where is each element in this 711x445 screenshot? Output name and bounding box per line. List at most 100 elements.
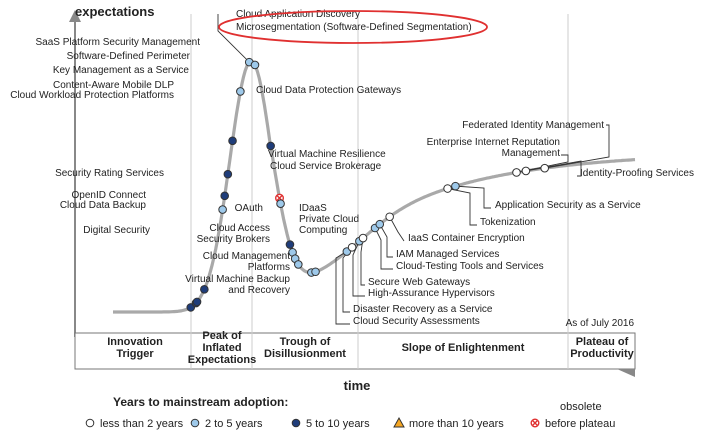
marker-circle (358, 233, 368, 243)
marker-circle (276, 199, 285, 209)
label-content-aware-mobile-dlp: Content-Aware Mobile DLP (53, 80, 174, 91)
point-saas-platform-security-management (236, 87, 245, 96)
label-line: and Recovery (228, 285, 290, 296)
phase-line: Plateau of (576, 336, 629, 348)
label-virtual-machine-backup-and-recovery: Virtual Machine Backup and Recovery (185, 274, 290, 296)
label-virtual-machine-resilience: Virtual Machine Resilience (268, 149, 386, 160)
point-software-defined-perimeter (228, 136, 237, 146)
legend-marker-gt10 (393, 416, 405, 428)
legend-item-gt10: more than 10 years (393, 416, 504, 430)
label-microsegmentation-software-defined-segmentation: Microsegmentation (Software-Defined Segm… (236, 22, 472, 33)
label-tokenization: Tokenization (480, 217, 536, 228)
as-of-date: As of July 2016 (566, 318, 635, 329)
point-key-management-as-a-service (223, 169, 233, 179)
y-axis-arrow (69, 10, 81, 22)
phase-slope-of-enlightenment: Slope of Enlightenment (402, 342, 525, 354)
leader-cloud-application-discovery (217, 14, 250, 63)
leader-application-security-as-a-service (455, 185, 491, 209)
marker-cross (532, 420, 538, 426)
label-application-security-as-a-service: Application Security as a Service (495, 200, 641, 211)
marker-circle (540, 163, 549, 173)
phase-line: Trough of (280, 336, 331, 348)
phase-line: Slope of Enlightenment (402, 342, 525, 354)
point-federated-identity-management (540, 163, 549, 173)
legend-label: obsolete (560, 401, 602, 413)
label-enterprise-internet-reputation-management: Enterprise Internet Reputation Management (427, 137, 561, 159)
marker-circle (190, 418, 200, 428)
phase-line: Peak of (202, 330, 241, 342)
x-axis-title: time (344, 378, 371, 393)
leader-identity-proofing-services (525, 160, 582, 177)
leader-disaster-recovery-as-a-service (342, 246, 353, 313)
marker-circle (451, 181, 460, 191)
label-cloud-service-brokerage: Cloud Service Brokerage (270, 161, 382, 172)
marker-circle (375, 219, 385, 229)
leader-federated-identity-management (544, 124, 610, 169)
phase-peak-of-inflated-expectations: Peak of Inflated Expectations (188, 330, 256, 366)
leader-iam-managed-services (379, 224, 393, 258)
point-secure-web-gateways (358, 233, 368, 243)
label-oauth: OAuth (235, 203, 263, 214)
marker-circle (266, 141, 275, 151)
point-iam-managed-services (375, 219, 385, 229)
phase-line: Productivity (570, 348, 634, 360)
marker-circle (220, 191, 230, 201)
point-cloud-access-security-brokers (294, 260, 303, 269)
marker-circle (236, 87, 245, 96)
leader-cloud-security-assessments (335, 251, 350, 325)
phase-line: Trigger (116, 348, 154, 360)
legend-title: Years to mainstream adoption: (113, 395, 288, 409)
legend-label: before plateau (545, 418, 615, 430)
phase-line: Expectations (188, 354, 256, 366)
legend-marker-2to5 (190, 418, 200, 428)
label-iaas-container-encryption: IaaS Container Encryption (408, 233, 525, 244)
marker-circle (250, 60, 260, 70)
label-line: Cloud Management (203, 251, 290, 262)
label-federated-identity-management: Federated Identity Management (462, 120, 604, 131)
label-key-management-as-a-service: Key Management as a Service (53, 65, 190, 76)
point-oauth (285, 240, 295, 249)
marker-triangle (393, 416, 405, 428)
marker-circle (443, 184, 452, 193)
label-line: Private Cloud (299, 214, 359, 225)
point-application-security-as-a-service (451, 181, 460, 191)
point-virtual-machine-backup-and-recovery (311, 267, 320, 277)
phase-line: Disillusionment (264, 348, 346, 360)
phase-line: Innovation (107, 336, 163, 348)
marker-circle (228, 136, 237, 146)
label-cloud-data-backup: Cloud Data Backup (60, 200, 147, 211)
point-identity-proofing-services (521, 166, 531, 176)
legend-label: less than 2 years (100, 418, 184, 430)
marker-circle (385, 212, 394, 222)
legend-item-5to10: 5 to 10 years (291, 418, 370, 430)
label-cloud-management-platforms: Cloud Management Platforms (203, 251, 290, 273)
point-cloud-service-brokerage (276, 199, 285, 209)
legend-marker-lt2 (85, 418, 95, 428)
label-cloud-workload-protection-platforms: Cloud Workload Protection Platforms (10, 90, 174, 101)
label-cloud-data-protection-gateways: Cloud Data Protection Gateways (256, 85, 401, 96)
label-high-assurance-hypervisors: High-Assurance Hypervisors (368, 288, 495, 299)
label-saas-platform-security-management: SaaS Platform Security Management (35, 37, 200, 48)
legend-item-obsolete: obsolete before plateau (530, 401, 615, 430)
label-iam-managed-services: IAM Managed Services (396, 249, 499, 260)
label-software-defined-perimeter: Software-Defined Perimeter (67, 51, 191, 62)
phase-line: Inflated (202, 342, 241, 354)
label-secure-web-gateways: Secure Web Gateways (368, 277, 470, 288)
marker-circle (291, 418, 301, 428)
marker-circle (311, 267, 320, 277)
x-axis-band (74, 332, 636, 370)
point-disaster-recovery-as-a-service (347, 242, 357, 252)
legend-marker-5to10 (291, 418, 301, 428)
label-cloud-access-security-brokers: Cloud Access Security Brokers (197, 223, 270, 245)
label-line: Security Brokers (197, 234, 270, 245)
marker-circle (294, 260, 303, 269)
phase-innovation-trigger: Innovation Trigger (107, 336, 163, 360)
point-openid-connect (192, 297, 202, 307)
label-line: Computing (299, 225, 347, 236)
label-idaas: IDaaS (299, 203, 327, 214)
marker-circle (192, 297, 202, 307)
label-security-rating-services: Security Rating Services (55, 168, 164, 179)
leader-secure-web-gateways (360, 237, 365, 286)
marker-circle (347, 242, 357, 252)
